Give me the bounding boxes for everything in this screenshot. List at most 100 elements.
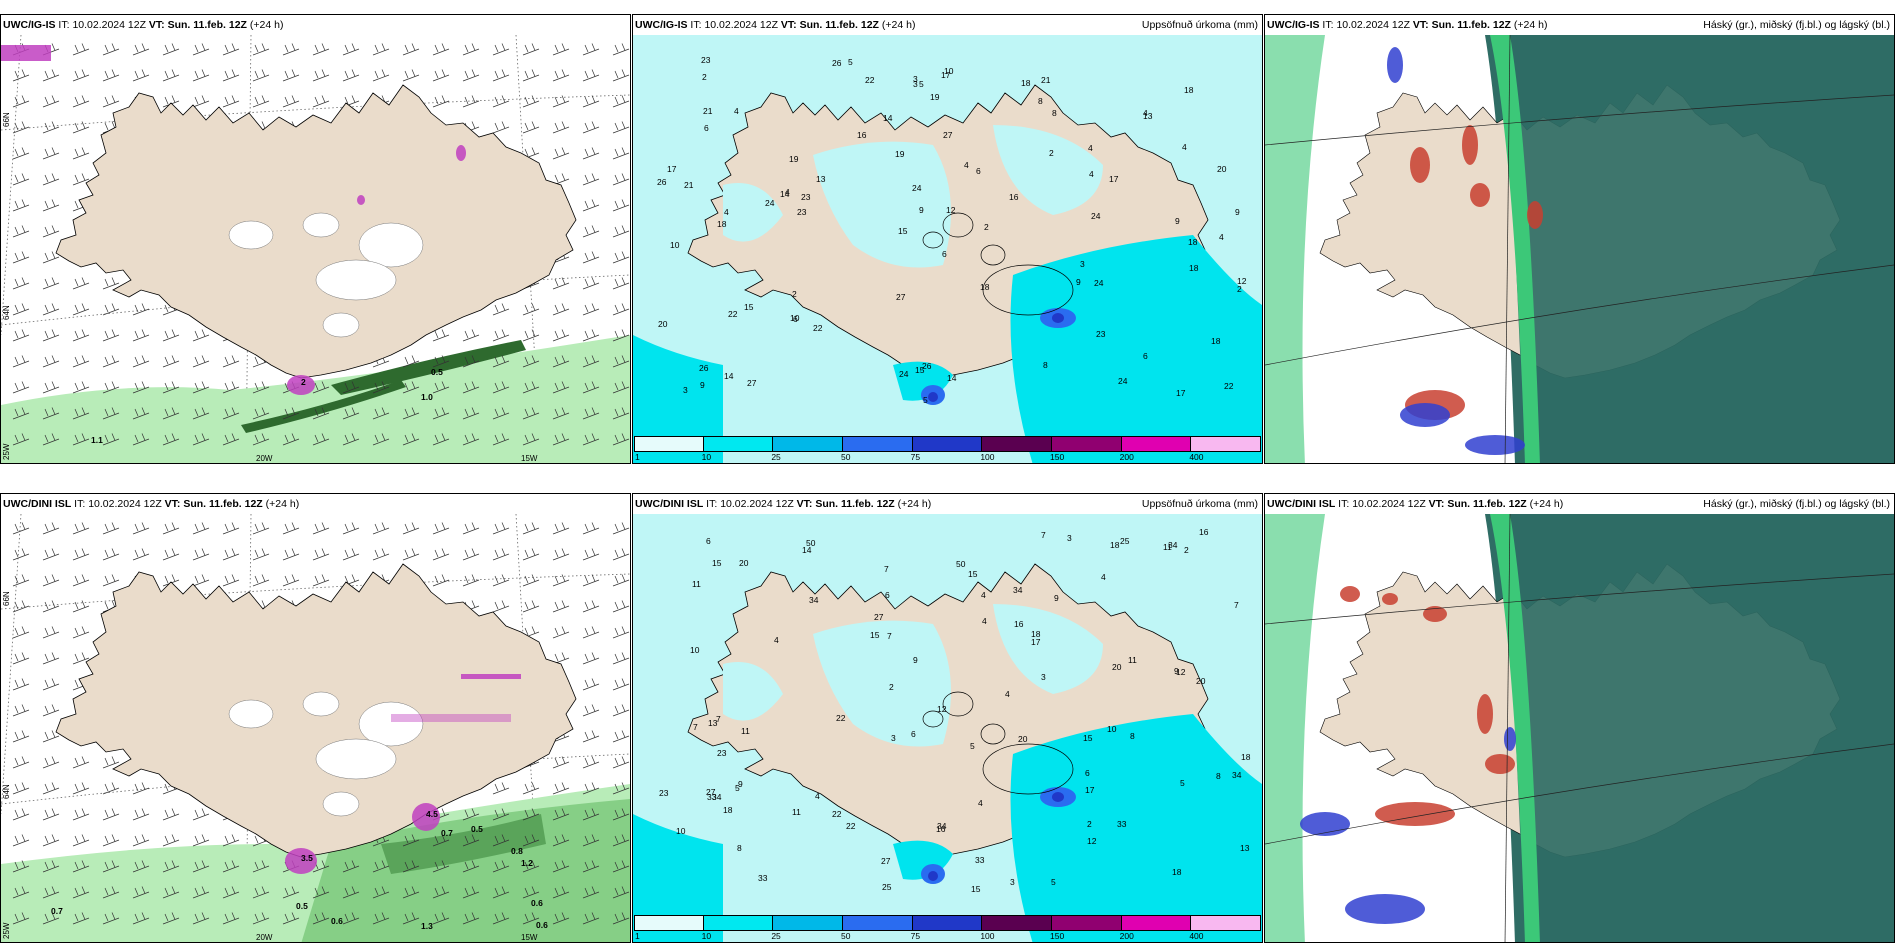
precip-value-label: 18 <box>980 282 990 292</box>
precip-value-label: 9 <box>1054 593 1059 603</box>
lead-time: (+24 h) <box>897 498 932 510</box>
precip-value-label: 18 <box>1031 629 1041 639</box>
wind-value-labels: 2 0.5 1.0 1.1 <box>91 367 443 445</box>
colorbar-swatch <box>982 436 1052 452</box>
precip-value-label: 3 <box>683 385 688 395</box>
precip-panel-dini: UWC/DINI ISL IT: 10.02.2024 12Z VT: Sun.… <box>632 493 1263 943</box>
precip-value-label: 6 <box>1143 351 1148 361</box>
lat-label-66n: 66N <box>2 591 11 606</box>
wind-value-label: 2 <box>301 377 306 387</box>
precip-value-label: 3 <box>913 79 918 89</box>
precip-value-label: 5 <box>970 741 975 751</box>
cloud-map <box>1265 514 1894 942</box>
colorbar-tick-label: 1 <box>635 931 640 941</box>
colorbar-swatch <box>843 915 913 931</box>
colorbar-swatch <box>1052 915 1122 931</box>
cloud-panel-ig-is: UWC/IG-IS IT: 10.02.2024 12Z VT: Sun. 11… <box>1264 14 1895 464</box>
panel-header: UWC/IG-IS IT: 10.02.2024 12Z VT: Sun. 11… <box>1 15 630 35</box>
precip-value-label: 8 <box>1043 360 1048 370</box>
precip-value-label: 27 <box>896 292 906 302</box>
precip-value-label: 14 <box>883 113 893 123</box>
precip-value-label: 11 <box>1128 655 1137 665</box>
wind-map: 66N 64N 25W 20W 15W 2 0.5 1.0 1.1 <box>1 35 630 463</box>
precip-value-label: 5 <box>1180 778 1185 788</box>
panel-title: Uppsöfnuð úrkoma (mm) <box>1141 19 1258 31</box>
precip-value-label: 14 <box>724 371 734 381</box>
precip-value-label: 3 <box>1080 259 1085 269</box>
precip-fields <box>633 604 1262 942</box>
model-name: UWC/DINI ISL <box>635 498 704 510</box>
precip-value-label: 16 <box>1014 619 1024 629</box>
precip-colorbar: 1 10 25 50 75 100 150 200 400 <box>634 915 1261 941</box>
panel-title: Háský (gr.), miðský (fj.bl.) og lágský (… <box>1703 498 1890 510</box>
precip-value-label: 9 <box>1174 666 1179 676</box>
precip-value-label: 24 <box>765 198 775 208</box>
precip-shading <box>1 335 630 463</box>
precip-map: 6 23 26 19 21 2 2 3 4 24 2 9 6 17 9 9 16 8 5 27 20 12 9 6 22 22 24… <box>633 35 1262 463</box>
precip-value-label: 7 <box>693 722 698 732</box>
precip-value-label: 25 <box>1120 536 1130 546</box>
precip-value-label: 12 <box>1237 276 1247 286</box>
precip-value-label: 17 <box>1176 388 1186 398</box>
model-name: UWC/IG-IS <box>635 19 688 31</box>
init-time: 10.02.2024 12Z <box>72 19 146 31</box>
precip-value-label: 19 <box>930 92 940 102</box>
precip-value-label: 27 <box>747 378 757 388</box>
precip-value-label: 2 <box>702 72 707 82</box>
precip-value-label: 15 <box>971 884 981 894</box>
lead-time: (+24 h) <box>1513 19 1548 31</box>
model-name: UWC/IG-IS <box>3 19 56 31</box>
precip-value-label: 19 <box>895 149 905 159</box>
precip-value-label: 16 <box>857 130 867 140</box>
precip-value-label: 19 <box>789 154 799 164</box>
precip-value-label: 22 <box>836 713 846 723</box>
panel-title: Uppsöfnuð úrkoma (mm) <box>1141 498 1258 510</box>
precip-value-label: 18 <box>723 805 733 815</box>
colorbar-tick-label: 150 <box>1050 452 1065 462</box>
valid-time: Sun. 11.feb. 12Z <box>1447 498 1527 510</box>
precip-value-label: 13 <box>1143 111 1153 121</box>
precip-value-label: 4 <box>982 616 987 626</box>
precip-value-label: 50 <box>956 559 966 569</box>
precip-colorbar: 1 10 25 50 75 100 150 200 400 <box>634 436 1261 462</box>
precip-value-label: 9 <box>919 205 924 215</box>
graticule <box>1265 35 1894 463</box>
precip-value-label: 8 <box>1130 731 1135 741</box>
precip-fields <box>633 125 1262 463</box>
glacier-outlines <box>922 691 1074 795</box>
precip-value-label: 6 <box>706 536 711 546</box>
precip-value-label: 34 <box>1168 540 1178 550</box>
wind-panel-ig-is: UWC/IG-IS IT: 10.02.2024 12Z VT: Sun. 11… <box>0 14 631 464</box>
precip-value-label: 34 <box>937 821 947 831</box>
precip-value-label: 24 <box>1118 376 1128 386</box>
precip-value-label: 11 <box>792 807 801 817</box>
precip-value-label: 9 <box>738 779 743 789</box>
glacier-outlines <box>922 212 1074 316</box>
precip-value-label: 14 <box>947 373 957 383</box>
precip-value-label: 6 <box>976 166 981 176</box>
colorbar-swatch <box>634 915 704 931</box>
cloud-overlay <box>1265 514 1894 942</box>
precip-value-label: 23 <box>701 55 711 65</box>
wind-value-label: 1.0 <box>421 392 433 402</box>
lat-label-64n: 64N <box>2 305 11 320</box>
init-time: 10.02.2024 12Z <box>704 19 778 31</box>
wind-value-label: 4.5 <box>426 809 438 819</box>
precip-value-label: 17 <box>1085 785 1095 795</box>
precip-value-label: 24 <box>1094 278 1104 288</box>
valid-time: Sun. 11.feb. 12Z <box>183 498 263 510</box>
precip-value-label: 11 <box>1163 542 1172 552</box>
precip-value-label: 22 <box>832 809 842 819</box>
precip-value-label: 10 <box>690 645 700 655</box>
snowfall-areas <box>1 45 466 395</box>
wind-value-label: 0.5 <box>296 901 308 911</box>
colorbar-tick-label: 10 <box>701 931 712 941</box>
precip-value-label: 3 <box>891 733 896 743</box>
colorbar-tick-label: 100 <box>980 452 995 462</box>
wind-value-label: 0.7 <box>51 906 63 916</box>
precip-value-label: 7 <box>884 564 889 574</box>
precip-value-label: 4 <box>981 590 986 600</box>
precip-value-label: 2 <box>1049 148 1054 158</box>
precip-value-label: 21 <box>703 106 713 116</box>
precip-value-label: 22 <box>1224 381 1234 391</box>
